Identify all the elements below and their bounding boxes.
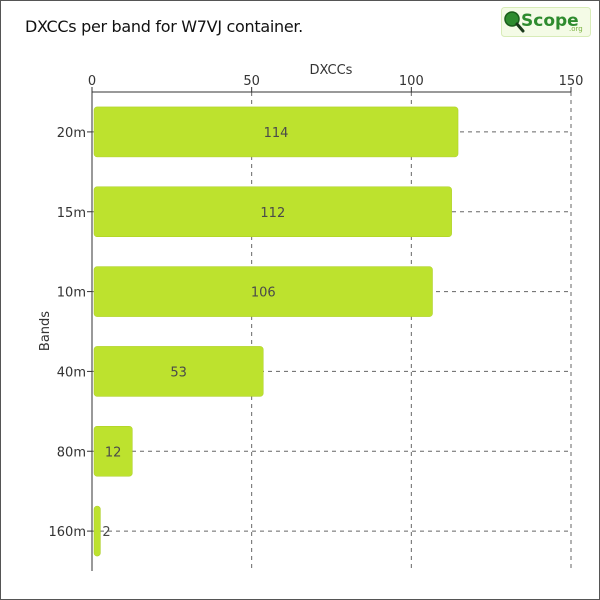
bar xyxy=(93,505,101,557)
logo-suffix: .org xyxy=(569,25,583,33)
bar-value-label: 106 xyxy=(251,286,276,301)
x-tick-label: 100 xyxy=(399,74,424,89)
magnifier-icon xyxy=(504,11,525,33)
bar xyxy=(93,186,452,237)
grid-lines xyxy=(92,92,572,571)
logo: Scope .org xyxy=(501,7,591,37)
axes: 0 50 100 150 20m 15m 10m 40m 80m 160m xyxy=(49,74,584,571)
bar-value-label: 53 xyxy=(170,365,187,380)
bar-value-label: 112 xyxy=(260,206,285,221)
bar xyxy=(93,426,133,477)
x-tick-label: 50 xyxy=(243,74,260,89)
bar-value-label: 2 xyxy=(102,525,110,540)
bar-value-label: 12 xyxy=(105,445,122,460)
y-axis-title: Bands xyxy=(38,311,53,351)
x-tick-label: 150 xyxy=(559,74,584,89)
bar xyxy=(93,266,433,317)
bars: 114 112 106 53 12 2 xyxy=(93,106,459,557)
y-tick-label: 20m xyxy=(57,126,86,141)
y-tick-label: 40m xyxy=(57,365,86,380)
chart-title: DXCCs per band for W7VJ container. xyxy=(25,17,303,36)
y-tick-label: 80m xyxy=(57,445,86,460)
bar-value-label: 114 xyxy=(264,126,289,141)
bar xyxy=(93,346,264,397)
logo-text: Scope xyxy=(521,11,579,31)
x-axis-title: DXCCs xyxy=(310,63,353,78)
bar xyxy=(93,106,459,158)
x-tick-label: 0 xyxy=(88,74,96,89)
y-tick-label: 160m xyxy=(49,525,86,540)
y-tick-label: 15m xyxy=(57,206,86,221)
y-tick-label: 10m xyxy=(57,286,86,301)
